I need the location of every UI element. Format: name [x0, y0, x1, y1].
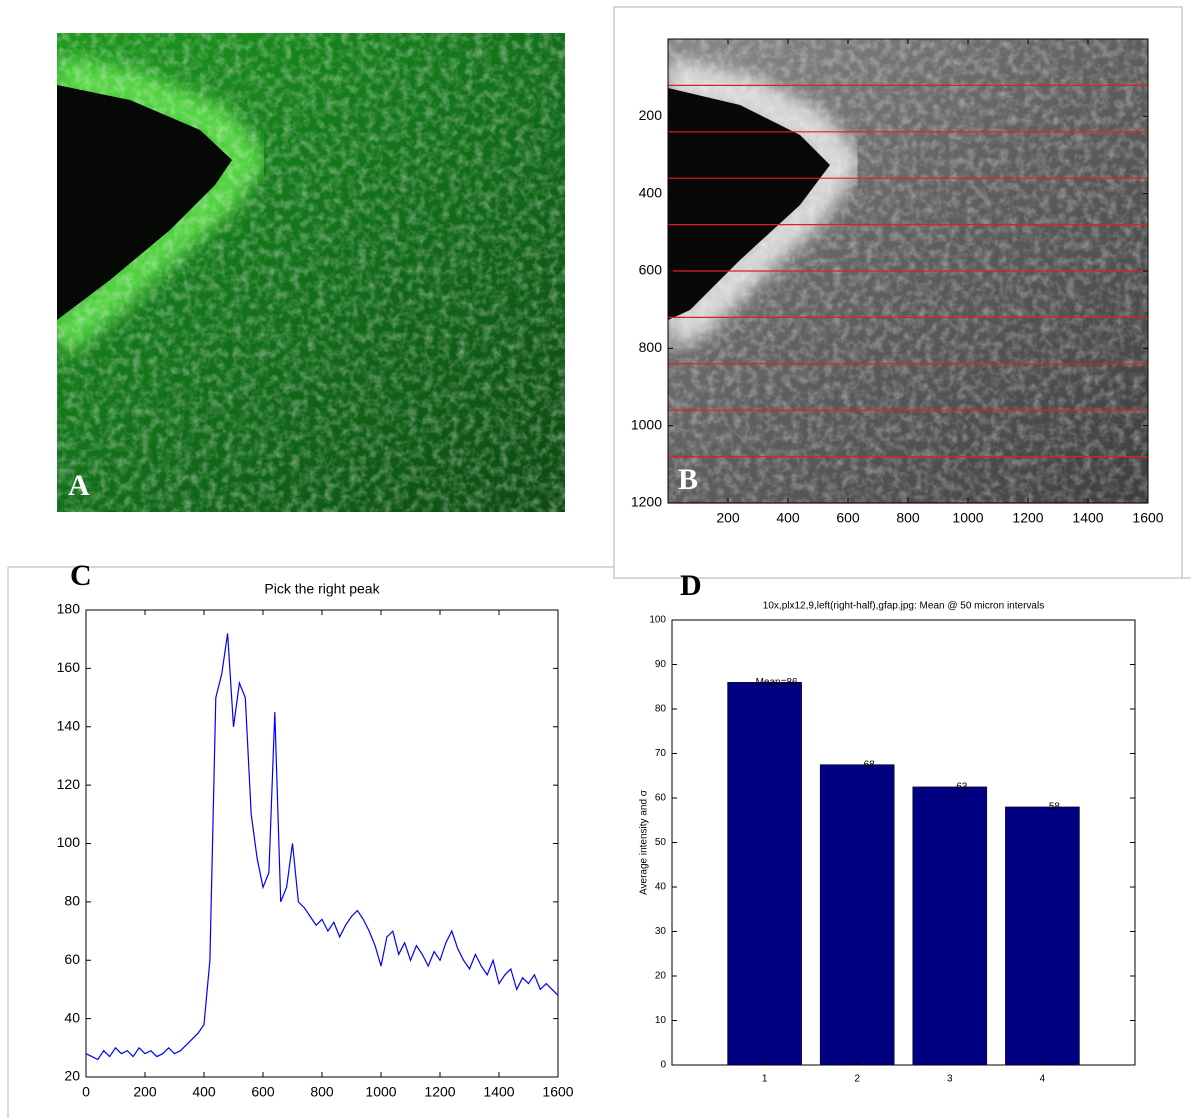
y-tick-label: 80: [64, 893, 80, 909]
x-tick-label: 200: [133, 1084, 157, 1100]
x-tick-label: 800: [896, 510, 920, 526]
y-tick-label: 1200: [631, 494, 662, 510]
x-tick-label: 1000: [952, 510, 983, 526]
x-tick-label: 0: [82, 1084, 90, 1100]
y-tick-label: 70: [655, 748, 667, 759]
bar: [1005, 806, 1080, 1066]
micrograph-a: [57, 33, 565, 512]
x-tick-label: 200: [716, 510, 740, 526]
x-tick-label: 1600: [1132, 510, 1163, 526]
x-tick-label: 400: [776, 510, 800, 526]
y-tick-label: 800: [639, 339, 663, 355]
x-tick-label: 1600: [542, 1084, 573, 1100]
y-tick-label: 100: [57, 834, 81, 850]
y-tick-label: 20: [655, 971, 667, 982]
value-label: 63: [956, 782, 968, 793]
x-tick-label: 1200: [1012, 510, 1043, 526]
x-tick-label: 600: [251, 1084, 275, 1100]
y-tick-label: 50: [655, 837, 667, 848]
y-tick-label: 400: [639, 184, 663, 200]
y-tick-label: 60: [655, 793, 667, 804]
x-tick-label: 3: [947, 1074, 953, 1085]
y-tick-label: 600: [639, 262, 663, 278]
y-tick-label: 160: [57, 659, 81, 675]
panel-label: A: [68, 469, 90, 502]
chart-title: Pick the right peak: [264, 581, 380, 597]
chart-title: 10x,plx12,9,left(right-half),gfap.jpg: M…: [763, 601, 1044, 612]
x-tick-label: 1: [762, 1074, 768, 1085]
y-tick-label: 30: [655, 926, 667, 937]
signal-line: [85, 633, 559, 1061]
x-tick-label: 800: [310, 1084, 334, 1100]
x-tick-label: 600: [836, 510, 860, 526]
x-tick-label: 1400: [1072, 510, 1103, 526]
value-label: 68: [864, 759, 876, 770]
axes-box: [85, 609, 559, 1078]
value-label: Mean=86: [756, 677, 798, 688]
y-tick-label: 10: [655, 1015, 667, 1026]
x-tick-label: 1000: [365, 1084, 396, 1100]
bar: [727, 682, 802, 1066]
x-tick-label: 400: [192, 1084, 216, 1100]
y-tick-label: 120: [57, 776, 81, 792]
x-tick-label: 1200: [424, 1084, 455, 1100]
y-tick-label: 140: [57, 717, 81, 733]
y-tick-label: 40: [655, 882, 667, 893]
y-tick-label: 200: [639, 107, 663, 123]
y-tick-label: 1000: [631, 416, 662, 432]
panel-label: B: [678, 463, 698, 496]
x-tick-label: 1400: [483, 1084, 514, 1100]
x-tick-label: 2: [854, 1074, 860, 1085]
y-tick-label: 80: [655, 704, 667, 715]
y-tick-label: 100: [649, 615, 666, 626]
y-tick-label: 0: [660, 1060, 666, 1071]
y-axis-label: Average intensity and σ: [639, 789, 650, 895]
x-tick-label: 4: [1040, 1074, 1046, 1085]
y-tick-label: 90: [655, 659, 667, 670]
y-tick-label: 60: [64, 951, 80, 967]
y-tick-label: 20: [64, 1068, 80, 1084]
y-tick-label: 180: [57, 601, 81, 617]
bar: [819, 764, 895, 1066]
value-label: 58: [1049, 802, 1061, 813]
y-tick-label: 40: [64, 1009, 80, 1025]
panel-label: C: [70, 559, 92, 592]
panel-label: D: [680, 569, 702, 602]
bar: [912, 786, 988, 1066]
